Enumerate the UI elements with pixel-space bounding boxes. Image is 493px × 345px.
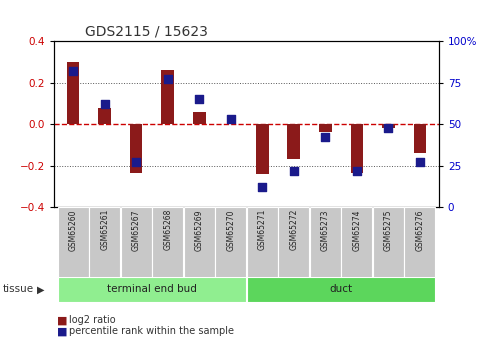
Text: terminal end bud: terminal end bud (107, 285, 197, 294)
Text: GSM65276: GSM65276 (416, 209, 424, 250)
Point (69, 68, 77, 74)
Text: duct: duct (329, 285, 352, 294)
Bar (414, 124, 426, 153)
Point (101, 101, 108, 107)
Bar (58, 207, 89, 278)
Bar (184, 207, 214, 278)
Bar (99, 108, 111, 124)
Point (416, 159, 424, 165)
Text: GDS2115 / 15623: GDS2115 / 15623 (85, 25, 208, 39)
Bar (130, 124, 142, 173)
Point (385, 125, 392, 130)
Bar (351, 124, 363, 173)
Bar (67, 62, 79, 124)
Text: GSM65271: GSM65271 (258, 209, 267, 250)
Bar (58, 277, 246, 302)
Text: GSM65260: GSM65260 (69, 209, 77, 250)
Point (353, 168, 361, 173)
Bar (279, 207, 309, 278)
Text: GSM65269: GSM65269 (195, 209, 204, 250)
Point (132, 159, 140, 165)
Text: GSM65274: GSM65274 (352, 209, 361, 250)
Bar (89, 207, 120, 278)
Text: GSM65270: GSM65270 (226, 209, 235, 250)
Bar (404, 207, 435, 278)
Bar (247, 207, 278, 278)
Point (195, 97, 203, 102)
Text: GSM65273: GSM65273 (321, 209, 330, 250)
Text: GSM65267: GSM65267 (132, 209, 141, 250)
Point (258, 184, 266, 190)
Point (227, 117, 235, 122)
Text: GSM65261: GSM65261 (100, 209, 109, 250)
Bar (287, 124, 300, 159)
Point (321, 135, 329, 140)
Bar (193, 112, 206, 124)
Text: ■: ■ (57, 326, 67, 336)
Bar (382, 124, 394, 128)
Bar (256, 124, 269, 174)
Bar (373, 207, 404, 278)
Point (290, 168, 298, 173)
Bar (310, 207, 341, 278)
Point (164, 77, 172, 82)
Text: log2 ratio: log2 ratio (69, 315, 116, 325)
Bar (215, 207, 246, 278)
Text: GSM65275: GSM65275 (384, 209, 393, 250)
Text: tissue: tissue (2, 285, 34, 294)
Bar (247, 277, 435, 302)
Text: percentile rank within the sample: percentile rank within the sample (69, 326, 234, 336)
Bar (341, 207, 372, 278)
Bar (152, 207, 183, 278)
Bar (161, 70, 174, 124)
Text: ▶: ▶ (37, 285, 45, 294)
Text: GSM65272: GSM65272 (289, 209, 298, 250)
Text: ■: ■ (57, 315, 67, 325)
Bar (319, 124, 332, 132)
Bar (121, 207, 152, 278)
Text: GSM65268: GSM65268 (163, 209, 172, 250)
